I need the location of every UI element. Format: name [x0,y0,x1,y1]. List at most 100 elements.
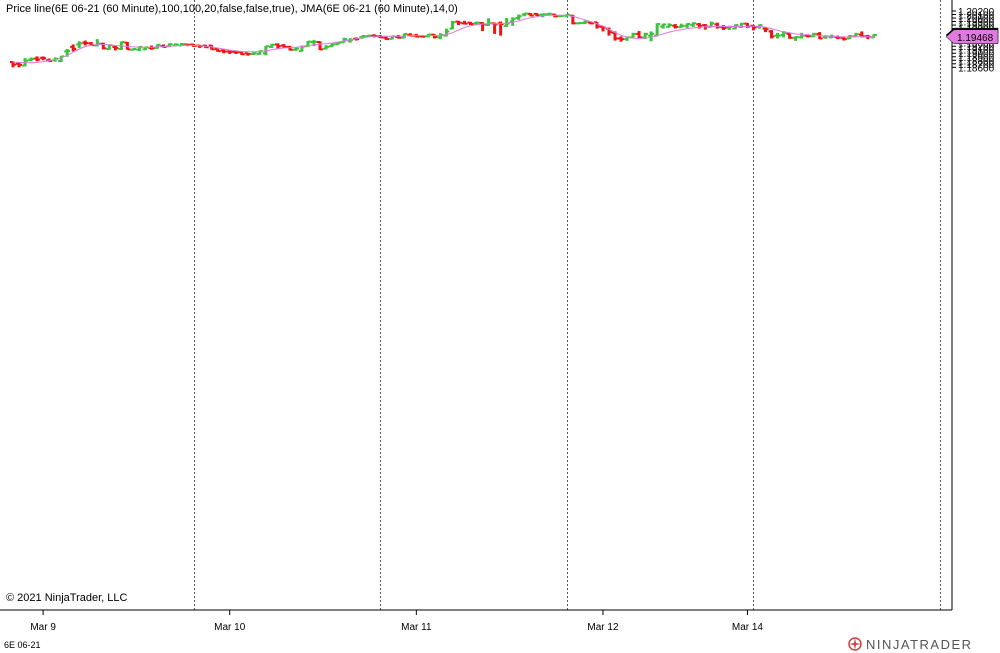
copyright-text: © 2021 NinjaTrader, LLC [6,592,128,604]
price-bar [587,21,594,25]
price-bar [437,33,444,40]
y-tick-label: 1.19900 [958,18,995,29]
price-bar [455,20,462,26]
price-bar [341,37,348,44]
price-bar [509,17,516,26]
price-bar [16,62,23,68]
price-bar [527,12,534,17]
x-tick-label: Mar 11 [401,622,432,633]
price-bar [714,22,721,29]
jma-value-badge-text: 1.19468 [957,33,994,44]
y-tick-label: 1.18800 [958,56,995,67]
price-bar [654,23,661,37]
price-bar [690,22,697,27]
y-tick-label: 1.20000 [958,14,995,25]
price-bar [34,56,41,62]
price-bar [636,31,643,39]
chart-axes [0,0,953,611]
price-bar [40,56,47,61]
session-break-lines [194,0,941,610]
price-bar [666,23,673,28]
price-bar [762,26,769,33]
price-bar [786,32,793,39]
price-bar [214,48,221,53]
price-bar [581,20,588,25]
x-axis-ticks: Mar 9 Mar 10 Mar 11 Mar 12 Mar 14 [30,610,763,633]
price-bar [431,33,438,39]
price-bar [467,21,474,26]
y-tick-label: 1.19100 [958,46,995,57]
price-bar [744,22,751,28]
price-bar [461,20,468,25]
price-bar [238,51,245,56]
jma-value-badge: 1.19468 [945,29,999,45]
price-bar [648,31,655,42]
price-bar [112,45,119,51]
price-bar [70,44,77,52]
price-bar [250,51,257,55]
price-bar [383,36,390,41]
y-tick-label: 1.20100 [958,11,995,22]
price-bar [244,52,251,56]
price-bar [232,50,239,54]
price-bar [317,40,324,51]
price-bar [533,12,540,17]
price-bar [491,22,498,34]
jma-line [12,14,874,64]
price-bar [449,20,456,30]
price-bar [672,24,679,29]
y-tick-label: 1.19300 [958,39,995,50]
price-bar [286,45,293,51]
price-bar [798,32,805,39]
instrument-label: 6E 06-21 [4,640,41,650]
price-bar [593,21,600,29]
price-bar [220,49,227,54]
price-bar [575,21,582,25]
price-bar [503,18,510,27]
price-bar [226,50,233,54]
ninjatrader-logo: NINJATRADER [848,636,973,652]
price-bar [684,23,691,28]
y-tick-label: 1.18700 [958,60,995,71]
price-bar [100,42,107,50]
price-bar [720,25,727,31]
price-bar [768,30,775,39]
price-bar [274,43,281,50]
price-bar [208,44,215,51]
chart-title: Price line(6E 06-21 (60 Minute),100,100,… [6,3,458,15]
y-tick-label: 1.18900 [958,53,995,64]
price-bar [76,41,83,48]
brand-text: NINJATRADER [866,636,973,652]
x-tick-label: Mar 14 [732,622,764,633]
price-bar [82,40,89,46]
price-bar [28,57,35,62]
price-bar [280,44,287,48]
price-bar [515,14,522,20]
y-tick-label: 1.20200 [958,7,995,18]
price-bar [292,47,299,51]
price-bar [660,23,667,29]
ninjatrader-star-icon [848,637,862,651]
price-bar [329,43,336,48]
price-bar [792,36,799,41]
price-bar [521,12,528,17]
price-badges: 1.195151.19468 [945,27,999,45]
price-bars [10,12,877,68]
y-tick-label: 1.19200 [958,42,995,53]
price-bar [130,48,137,51]
price-bar [323,45,330,50]
y-tick-label: 1.19800 [958,21,995,32]
price-bar [738,22,745,28]
price-bar [268,43,275,48]
price-bar [124,41,131,51]
x-tick-label: Mar 9 [30,622,56,633]
x-tick-label: Mar 12 [587,622,619,633]
price-bar [485,18,492,27]
price-bar [94,39,101,47]
price-bar [774,32,781,39]
price-bar [678,23,685,29]
x-tick-label: Mar 10 [214,622,246,633]
y-tick-label: 1.19000 [958,49,995,60]
price-bar [618,36,625,42]
